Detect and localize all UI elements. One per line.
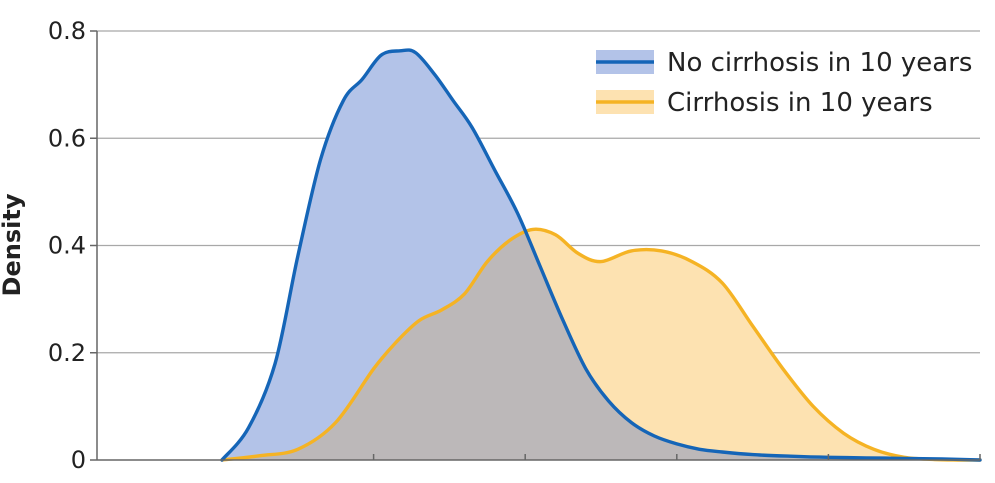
- y-tick-label-3: 0.6: [48, 124, 86, 152]
- y-tick-label-1: 0.2: [48, 339, 86, 367]
- overlap-area: [222, 229, 980, 460]
- legend-label-0: No cirrhosis in 10 years: [667, 48, 972, 78]
- legend: No cirrhosis in 10 years Cirrhosis in 10 …: [596, 48, 972, 118]
- density-lines: [220, 48, 982, 462]
- line-series-0: [220, 48, 982, 462]
- y-axis-label: Density: [0, 193, 26, 296]
- density-areas: [222, 50, 980, 461]
- y-tick-label-0: 0: [71, 446, 86, 474]
- y-tick-label-2: 0.4: [48, 232, 86, 260]
- line-series-1: [220, 227, 982, 462]
- axes: [90, 30, 981, 461]
- y-tick-label-4: 0.8: [48, 17, 86, 45]
- legend-label-1: Cirrhosis in 10 years: [667, 88, 933, 118]
- y-tick-labels: 0 0.2 0.4 0.6 0.8: [48, 17, 86, 474]
